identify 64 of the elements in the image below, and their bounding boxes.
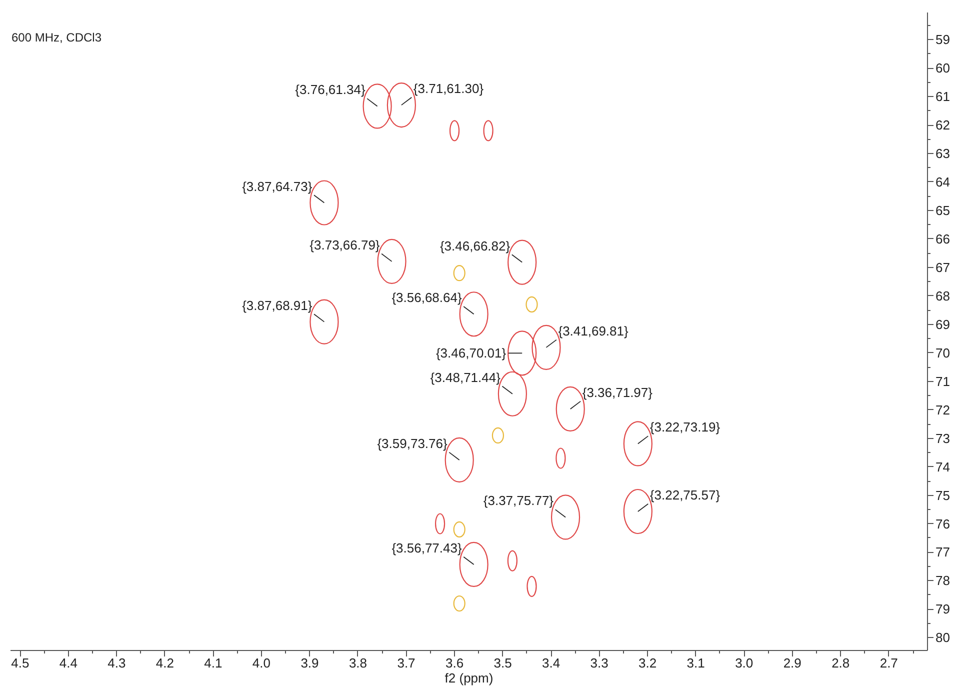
- x-tick-label: 2.8: [832, 656, 850, 670]
- x-tick-label: 3.8: [348, 656, 368, 670]
- x-tick-label: 3.7: [397, 656, 416, 670]
- y-tick-label: 64: [936, 174, 950, 190]
- y-tick-label: 73: [936, 430, 950, 446]
- x-tick-label: 4.2: [156, 656, 174, 670]
- y-tick-label: 69: [936, 316, 950, 332]
- y-tick-label: 61: [936, 89, 950, 104]
- annotation: {3.59,73.76}: [377, 436, 448, 451]
- x-tick-label: 3.3: [590, 656, 608, 670]
- x-tick-label: 4.5: [11, 656, 30, 670]
- x-tick-label: 4.1: [204, 656, 222, 670]
- point: [453, 521, 466, 538]
- annotation: {3.22,75.57}: [650, 488, 721, 503]
- annotation: {3.48,71.44}: [430, 370, 502, 385]
- y-tick-label: 62: [936, 118, 950, 133]
- point: [453, 595, 466, 612]
- x-tick-label: 4.3: [108, 656, 126, 670]
- y-tick-label: 65: [936, 202, 950, 218]
- x-tick-label: 3.5: [494, 656, 512, 670]
- y-tick-label: 79: [936, 602, 950, 617]
- x-tick-label: 3.4: [542, 656, 560, 670]
- x-tick-label: 3.1: [686, 656, 705, 670]
- y-tick-label: 59: [936, 32, 950, 48]
- x-tick-label: 4.4: [59, 656, 78, 670]
- annotation: {3.87,64.73}: [242, 178, 313, 194]
- annotation: {3.56,68.64}: [392, 290, 462, 306]
- x-tick-label: 3.6: [445, 656, 464, 670]
- y-tick-label: 63: [936, 146, 950, 161]
- annotation: {3.56,77.43}: [392, 540, 462, 556]
- y-tick-label: 71: [936, 374, 950, 389]
- point: [453, 265, 466, 282]
- y-tick-label: 66: [936, 231, 950, 246]
- y-tick-label: 74: [936, 459, 950, 474]
- y-tick-label: 77: [936, 544, 950, 560]
- annotation: {3.46,66.82}: [440, 238, 511, 254]
- annotation: {3.46,70.01}: [436, 346, 507, 361]
- y-tick-label: 72: [936, 402, 950, 418]
- point: [492, 427, 504, 444]
- y-tick-label: 70: [936, 345, 950, 360]
- annotation: {3.22,73.19}: [650, 420, 721, 435]
- y-tick-label: 68: [936, 288, 950, 304]
- annotation: 600 MHz, CDCl3: [12, 30, 102, 44]
- annotation: {3.87,68.91}: [242, 298, 313, 313]
- annotation: {3.37,75.77}: [483, 493, 554, 508]
- y-tick-label: 60: [936, 60, 950, 76]
- annotation: {3.73,66.79}: [310, 237, 380, 252]
- y-tick-label: 75: [936, 488, 950, 503]
- x-tick-label: 2.9: [783, 656, 802, 670]
- y-tick-label: 76: [936, 516, 950, 532]
- annotation: {3.71,61.30}: [413, 81, 484, 96]
- y-tick-label: 80: [936, 630, 950, 646]
- y-tick-label: 78: [936, 573, 950, 588]
- annotation: {3.36,71.97}: [582, 384, 654, 400]
- x-tick-label: 2.7: [880, 656, 898, 670]
- x-tick-label: 3.2: [638, 656, 657, 670]
- y-tick-label: 67: [936, 260, 950, 275]
- annotation: {3.76,61.34}: [295, 82, 366, 98]
- x-tick-label: 3.9: [300, 656, 319, 670]
- point: [526, 296, 538, 312]
- x-tick-label: 3.0: [735, 656, 754, 670]
- x-axis-title: f2 (ppm): [444, 670, 494, 686]
- annotation: {3.41,69.81}: [558, 323, 630, 338]
- x-tick-label: 4.0: [252, 656, 271, 670]
